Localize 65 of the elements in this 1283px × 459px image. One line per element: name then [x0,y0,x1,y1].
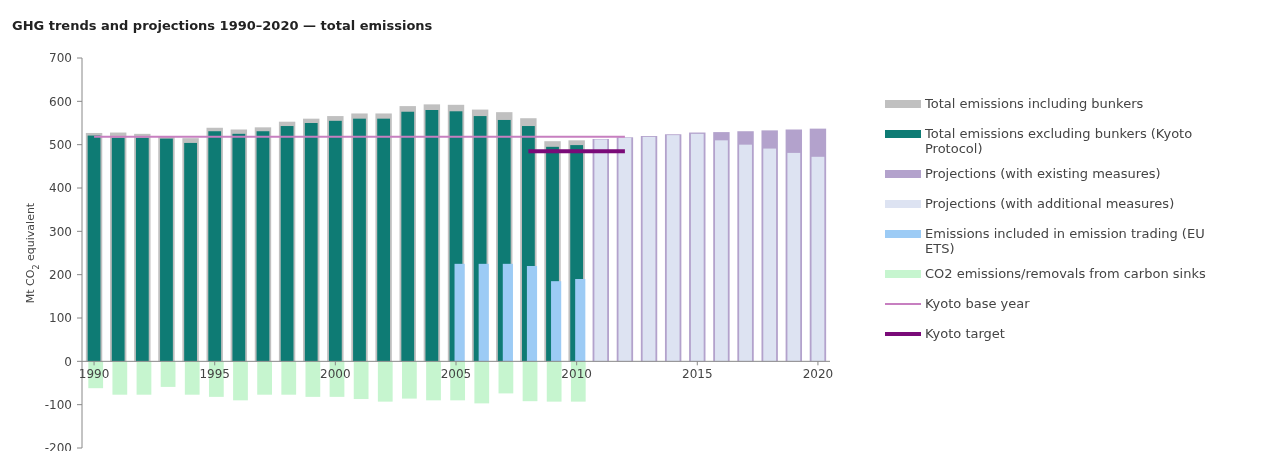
bar [474,361,490,404]
bar [135,137,149,362]
bar [575,279,586,362]
legend-label: Kyoto base year [925,296,1031,311]
x-tick-label: 2005 [440,367,472,382]
x-tick-label: 1990 [78,367,110,382]
y-tick-label: 100 [49,311,72,326]
bar [160,361,176,387]
bar [304,123,318,362]
bar [454,263,465,362]
bar [112,361,128,395]
bar [426,361,441,401]
bar [551,281,562,362]
legend-label: Kyoto target [925,326,1005,341]
x-tick-label: 1995 [199,367,230,382]
bar [184,361,200,395]
bar [257,361,272,395]
bar [498,361,514,394]
legend-label: CO2 emissions/removals from carbon sinks [925,266,1206,281]
bar [111,137,125,362]
y-tick-label: 600 [49,94,72,109]
bar [811,156,825,362]
y-tick-label: 200 [49,267,72,282]
legend-label: Total emissions excluding bunkers (Kyoto Protocol) [924,126,1193,156]
y-tick-label: 300 [49,224,72,239]
bar [478,263,489,362]
bar [502,263,513,362]
bar [281,361,297,395]
bar [377,361,393,402]
x-tick-label: 2020 [802,367,834,382]
bar [787,152,801,362]
y-tick-label: -100 [44,397,72,412]
bar [425,110,439,362]
x-tick-label: 2000 [320,367,351,382]
bar [739,144,752,362]
bar [526,266,538,362]
bar [402,361,417,399]
y-tick-label: 700 [49,51,72,66]
bar [256,131,270,362]
bar [715,140,728,362]
bar [305,361,321,397]
bar [353,118,366,362]
legend-label: Emissions included in emission trading (EU ETS) [925,226,1205,256]
bar [208,131,222,362]
bar [546,361,562,402]
bar [763,148,777,362]
bar [184,142,197,362]
chart-title: GHG trends and projections 1990–2020 — total emissions [12,18,433,33]
y-tick-label: 400 [49,181,72,196]
bar [280,126,294,362]
y-tick-label: 0 [64,354,72,369]
legend-label: Projections (with additional measures) [925,196,1175,211]
bar [401,111,415,362]
x-tick-label: 2015 [682,367,713,382]
bar [522,361,538,402]
bar [353,361,369,400]
bar [377,118,391,362]
legend-label: Projections (with existing measures) [925,166,1161,181]
bar [328,120,342,362]
legend-label: Total emissions including bunkers [924,96,1144,111]
bar [232,133,246,362]
y-tick-label: 500 [49,137,72,152]
bar [233,361,248,401]
bar [136,361,152,395]
x-tick-label: 2010 [561,367,592,382]
